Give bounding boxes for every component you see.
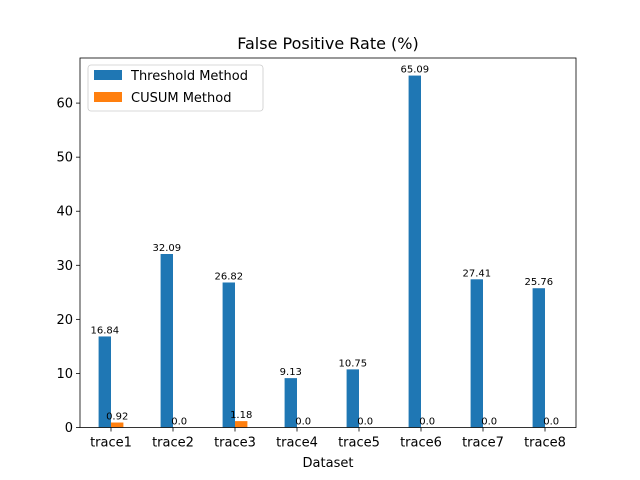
- bar-1-trace1: [111, 422, 124, 428]
- y-tick-label: 50: [56, 151, 73, 166]
- y-tick-label: 10: [56, 367, 73, 382]
- bar-1-trace3: [235, 421, 248, 428]
- chart-title: False Positive Rate (%): [237, 34, 418, 53]
- legend-box: [87, 64, 264, 112]
- x-tick-label: trace5: [338, 436, 380, 451]
- plot-frame: [79, 57, 577, 428]
- data-label: 65.09: [400, 65, 429, 76]
- bar-0-trace3: [222, 282, 235, 428]
- y-tick-label: 40: [56, 205, 73, 220]
- x-tick-label: trace2: [152, 436, 194, 451]
- data-label: 0.0: [543, 417, 559, 428]
- data-label: 32.09: [152, 243, 181, 254]
- bar-0-trace6: [408, 75, 421, 428]
- y-tick-label: 20: [56, 313, 73, 328]
- bar-0-trace4: [284, 378, 297, 428]
- data-label: 16.84: [90, 325, 119, 336]
- y-tick-label: 30: [56, 259, 73, 274]
- data-label: 1.18: [230, 410, 252, 421]
- plot-area: 16.84 32.09 26.82 9.13 10.75 65.09 27.41 25.76 0…: [56, 65, 565, 451]
- bar-0-trace1: [98, 336, 111, 428]
- legend-swatch: [94, 70, 122, 80]
- x-tick-label: trace4: [276, 436, 318, 451]
- data-label: 0.0: [171, 417, 187, 428]
- data-label: 27.41: [462, 268, 491, 279]
- x-axis-label: Dataset: [303, 456, 354, 471]
- y-tick-label: 60: [56, 97, 73, 112]
- bar-0-trace7: [470, 279, 483, 428]
- legend: Threshold Method CUSUM Method: [87, 64, 264, 112]
- data-label: 0.0: [481, 417, 497, 428]
- x-tick-label: trace1: [90, 436, 132, 451]
- data-label: 0.0: [357, 417, 373, 428]
- bar-0-trace2: [160, 253, 173, 428]
- x-tick-label: trace3: [214, 436, 256, 451]
- x-tick-label: trace6: [400, 436, 442, 451]
- legend-label: CUSUM Method: [131, 91, 231, 106]
- legend-label: Threshold Method: [130, 69, 248, 84]
- data-label: 9.13: [280, 367, 302, 378]
- y-tick-label: 0: [65, 421, 73, 436]
- x-tick-label: trace8: [524, 436, 566, 451]
- data-label: 10.75: [338, 358, 367, 369]
- data-label: 0.0: [295, 417, 311, 428]
- legend-swatch: [94, 92, 122, 102]
- data-label: 0.0: [419, 417, 435, 428]
- x-tick-label: trace7: [462, 436, 504, 451]
- data-label: 26.82: [214, 271, 243, 282]
- data-label: 25.76: [524, 277, 553, 288]
- bar-0-trace8: [532, 288, 545, 428]
- data-label: 0.92: [106, 412, 128, 423]
- bar-0-trace5: [346, 369, 359, 428]
